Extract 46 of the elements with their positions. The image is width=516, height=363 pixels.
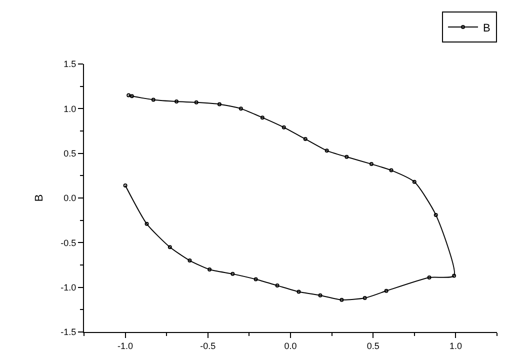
y-tick-label: 0.5 — [64, 148, 76, 158]
point — [303, 137, 308, 142]
point — [194, 100, 198, 104]
point — [452, 274, 456, 278]
point — [369, 162, 374, 166]
point — [238, 106, 243, 111]
point — [174, 100, 179, 104]
point — [188, 258, 192, 263]
point — [282, 125, 286, 130]
point — [296, 290, 301, 294]
y-tick-label: 1.0 — [64, 104, 76, 114]
x-tick-label: -1.0 — [118, 340, 134, 351]
point — [123, 183, 128, 188]
y-tick-label: -1.0 — [60, 282, 76, 292]
point — [254, 277, 258, 282]
point — [208, 267, 212, 272]
point — [217, 102, 222, 106]
y-tick-label: -0.5 — [60, 238, 76, 248]
y-tick-label: 1.5 — [64, 59, 76, 70]
point — [384, 288, 388, 293]
point — [362, 296, 367, 300]
y-axis-title: B — [33, 194, 46, 202]
x-tick-label: 1.0 — [449, 340, 462, 351]
point — [260, 116, 264, 120]
legend-label: B — [483, 22, 490, 34]
line-series — [123, 93, 456, 302]
x-tick-label: 0.5 — [366, 340, 380, 351]
point — [151, 98, 156, 102]
y-tick-label: 0.0 — [64, 193, 76, 204]
point — [412, 180, 416, 184]
point — [344, 154, 349, 159]
point — [130, 94, 134, 98]
point — [318, 293, 322, 298]
x-tick-label: 0.0 — [284, 340, 297, 351]
point — [230, 272, 235, 276]
point — [434, 212, 438, 217]
point — [340, 298, 344, 302]
point — [168, 245, 172, 250]
point — [324, 148, 329, 153]
point — [275, 284, 280, 288]
x-tick-label: -0.5 — [200, 340, 216, 351]
point — [126, 93, 131, 98]
y-tick-label: -1.5 — [60, 327, 76, 338]
point — [144, 222, 149, 226]
point — [389, 168, 394, 172]
point — [427, 276, 432, 280]
